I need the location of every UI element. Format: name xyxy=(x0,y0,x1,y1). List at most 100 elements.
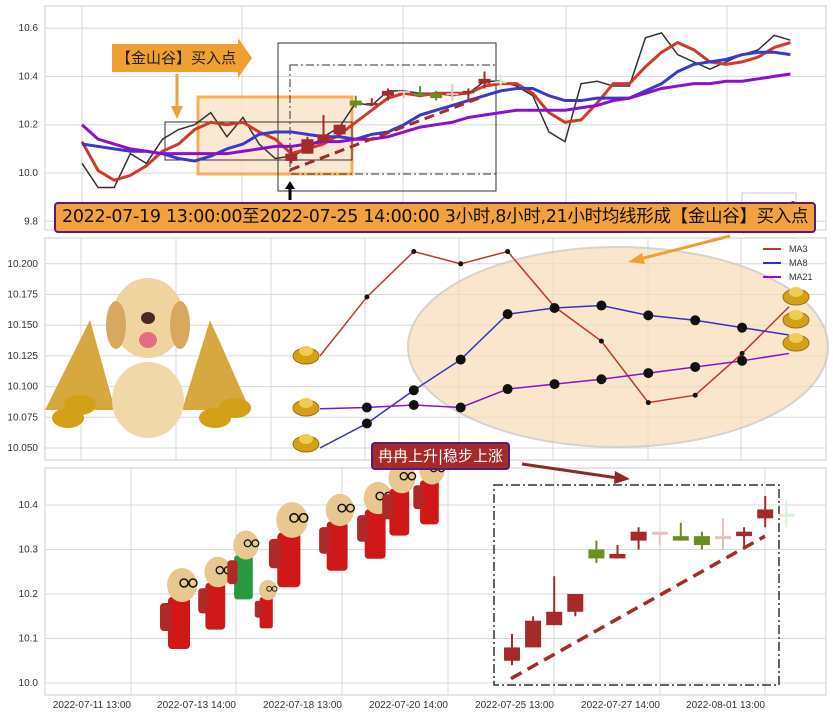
mini-candle-body xyxy=(365,102,378,106)
callout-arrow-shaft xyxy=(639,234,731,261)
point-ma3 xyxy=(411,249,417,255)
rise-arrow-shaft xyxy=(521,462,619,480)
dog-student-icon xyxy=(227,530,260,600)
y-tick-label: 10.1 xyxy=(19,634,39,645)
point-ma3 xyxy=(458,261,464,267)
gold-ingot-top xyxy=(789,287,803,297)
trend-line xyxy=(510,534,766,681)
dog-head xyxy=(388,462,416,494)
dog-glasses xyxy=(271,585,278,592)
x-tick-label: 2022-07-11 13:00 xyxy=(53,700,132,711)
y-tick-label: 10.0 xyxy=(19,678,39,689)
mini-candle-body xyxy=(349,100,362,106)
point-ma21 xyxy=(361,402,372,413)
y-tick-label: 10.6 xyxy=(19,23,39,34)
y-tick-label: 10.2 xyxy=(19,120,39,131)
point-ma8 xyxy=(408,385,419,396)
point-ma21 xyxy=(502,384,513,395)
dog-overalls xyxy=(364,509,386,559)
y-tick-label: 10.4 xyxy=(19,71,39,82)
mini-candle-body xyxy=(333,124,346,135)
mini-candle-body xyxy=(398,90,410,93)
dog-backpack xyxy=(254,600,262,618)
dog-student-icon xyxy=(160,568,198,649)
dog-glasses xyxy=(345,503,355,513)
dog-ear xyxy=(106,301,126,349)
point-ma8 xyxy=(737,322,748,333)
buy-point-label: 【金山谷】买入点 xyxy=(112,44,241,72)
dog-glasses xyxy=(407,471,417,481)
point-ma3 xyxy=(598,338,604,344)
dog-backpack xyxy=(227,560,238,585)
point-ma21 xyxy=(596,374,607,385)
trend-line-panel1 xyxy=(289,95,483,172)
point-ma21 xyxy=(455,402,466,413)
dog-overalls xyxy=(420,480,439,525)
dog-overalls xyxy=(389,488,410,536)
gold-ingot-top xyxy=(299,398,313,408)
candle-body xyxy=(693,536,710,546)
dog-head xyxy=(259,579,277,601)
point-ma8 xyxy=(596,300,607,311)
mini-candle-body xyxy=(285,153,298,161)
point-ma3 xyxy=(505,249,511,255)
dog-head xyxy=(167,568,197,602)
dog-student-icon xyxy=(198,556,233,630)
mini-candle-body xyxy=(494,81,507,84)
candle-body xyxy=(736,531,753,537)
dog-tongue xyxy=(139,332,157,348)
dog-backpack xyxy=(160,603,172,631)
candle-body xyxy=(651,531,668,535)
x-tick-label: 2022-08-01 13:00 xyxy=(686,700,765,711)
y-tick-label: 10.200 xyxy=(7,259,38,270)
dog-backpack xyxy=(198,588,209,614)
x-tick-label: 2022-07-18 13:00 xyxy=(263,700,342,711)
dog-backpack xyxy=(357,515,369,542)
dog-glasses xyxy=(251,539,260,548)
candle-body xyxy=(672,536,689,541)
summary-label: 2022-07-19 13:00:00至2022-07-25 14:00:00 … xyxy=(54,202,817,233)
dog-ear xyxy=(170,301,190,349)
point-ma21 xyxy=(549,379,560,390)
y-tick-label: 10.075 xyxy=(7,412,38,423)
mini-candle-body xyxy=(462,90,475,94)
dog-overalls xyxy=(205,582,226,630)
dog-student-icon xyxy=(254,579,278,629)
up-arrow-head xyxy=(285,181,295,189)
dog-head xyxy=(204,556,232,588)
dog-student-icon xyxy=(319,493,355,571)
dog-glasses xyxy=(215,565,225,575)
dog-glasses xyxy=(266,585,273,592)
dog-glasses xyxy=(243,539,252,548)
dog-student-icon xyxy=(268,502,309,588)
point-ma3 xyxy=(739,350,745,356)
candle-body xyxy=(715,536,731,540)
candle-body xyxy=(778,513,795,517)
candle-body xyxy=(609,553,626,559)
point-ma8 xyxy=(361,418,372,429)
rise-label: 冉冉上升|稳步上涨 xyxy=(371,442,511,470)
down-arrow-head xyxy=(171,106,183,119)
dog-overalls xyxy=(277,532,301,588)
dog-overalls xyxy=(259,597,273,629)
y-tick-label: 10.3 xyxy=(19,545,39,556)
candle-body xyxy=(567,594,584,612)
x-tick-label: 2022-07-20 14:00 xyxy=(369,700,448,711)
y-tick-label: 10.2 xyxy=(19,589,39,600)
gold-ingot-top xyxy=(299,346,313,356)
mini-candle-body xyxy=(446,93,459,96)
x-tick-label: 2022-07-27 14:00 xyxy=(581,700,660,711)
dog-head xyxy=(276,502,308,538)
dog-glasses xyxy=(179,578,189,588)
x-tick-label: 2022-07-13 14:00 xyxy=(157,700,236,711)
dog-glasses xyxy=(188,578,198,588)
point-ma21 xyxy=(690,361,701,372)
point-ma8 xyxy=(690,315,701,326)
y-tick-label: 10.150 xyxy=(7,320,38,331)
line-ma8 xyxy=(81,50,791,163)
point-ma8 xyxy=(502,309,513,320)
y-tick-label: 10.125 xyxy=(7,351,38,362)
mini-candle-body xyxy=(430,93,443,99)
